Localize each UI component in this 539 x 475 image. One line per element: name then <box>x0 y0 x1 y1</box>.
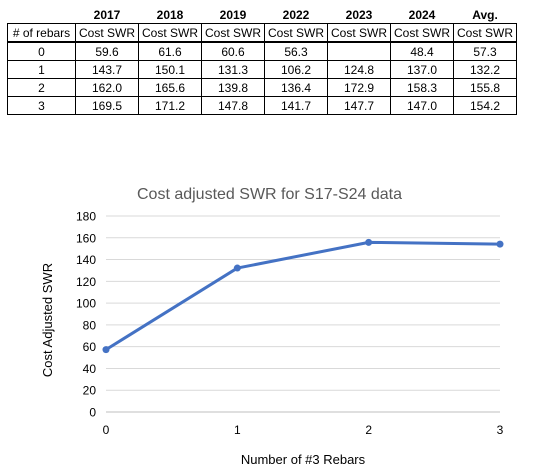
x-tick-label: 3 <box>497 423 504 437</box>
x-tick-label: 2 <box>365 423 372 437</box>
year-header: Avg. <box>472 7 498 22</box>
y-axis-label: Cost Adjusted SWR <box>40 263 55 377</box>
year-header: 2023 <box>345 7 373 22</box>
y-tick-label: 160 <box>76 231 96 245</box>
table-cell: 56.3 <box>264 41 328 61</box>
table-row: 0 59.6 61.6 60.6 56.3 48.4 57.3 <box>7 41 517 61</box>
data-point <box>233 264 241 272</box>
chart-title: Cost adjusted SWR for S17-S24 data <box>136 186 403 203</box>
table-row: 1 143.7 150.1 131.3 106.2 124.8 137.0 13… <box>7 60 517 79</box>
year-header: 2017 <box>93 7 121 22</box>
y-tick-label: 180 <box>76 210 96 224</box>
data-table: 2017 2018 2019 2022 2023 2024 Avg. # of … <box>7 6 517 115</box>
gridlines <box>106 215 500 413</box>
y-tick-label: 100 <box>76 297 96 311</box>
table-cell: 57.3 <box>453 41 517 61</box>
table-cell: 171.2 <box>138 96 202 115</box>
y-tick-label: 60 <box>83 340 97 354</box>
table-row: 3 169.5 171.2 147.8 141.7 147.7 147.0 15… <box>7 96 517 115</box>
table-cell: 59.6 <box>75 41 139 61</box>
y-tick-label: 120 <box>76 275 96 289</box>
series-group <box>102 238 504 354</box>
year-header: 2024 <box>408 7 436 22</box>
y-tick-label: 20 <box>83 384 97 398</box>
year-header: 2018 <box>156 7 184 22</box>
column-header: Cost SWR <box>75 23 139 43</box>
table-cell: 165.6 <box>138 78 202 97</box>
y-tick-label: 80 <box>83 318 97 332</box>
table-cell: 131.3 <box>201 60 265 79</box>
x-tick-label: 1 <box>234 423 241 437</box>
column-header: Cost SWR <box>264 23 328 43</box>
table-cell: 154.2 <box>453 96 517 115</box>
table-cell: 169.5 <box>75 96 139 115</box>
y-tick-label: 140 <box>76 253 96 267</box>
table-row: 2 162.0 165.6 139.8 136.4 172.9 158.3 15… <box>7 78 517 97</box>
table-cell: 147.0 <box>390 96 454 115</box>
year-header: 2019 <box>219 7 247 22</box>
column-header: Cost SWR <box>390 23 454 43</box>
data-point <box>365 238 373 246</box>
series-line <box>104 240 502 352</box>
x-tick-labels: 0 1 2 3 <box>103 423 504 437</box>
x-tick-label: 0 <box>103 423 110 437</box>
column-header: Cost SWR <box>327 23 391 43</box>
y-tick-label: 0 <box>89 406 96 420</box>
table-cell: 141.7 <box>264 96 328 115</box>
table-cell: 61.6 <box>138 41 202 61</box>
table-cell: 132.2 <box>453 60 517 79</box>
y-tick-labels: 0 20 40 60 80 100 120 140 160 180 <box>76 210 96 420</box>
data-point <box>496 240 504 248</box>
year-header: 2022 <box>282 7 310 22</box>
table-cell: 60.6 <box>201 41 265 61</box>
column-header: Cost SWR <box>453 23 517 43</box>
year-row: 2017 2018 2019 2022 2023 2024 Avg. <box>8 6 517 24</box>
data-point <box>102 346 110 354</box>
x-axis-label: Number of #3 Rebars <box>241 452 366 467</box>
y-tick-label: 40 <box>83 362 97 376</box>
